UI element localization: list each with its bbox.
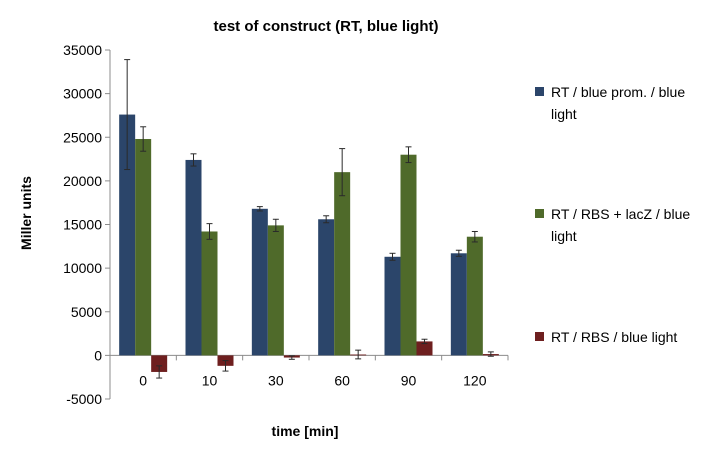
x-axis-title: time [min] [272, 423, 339, 439]
bar [251, 208, 268, 356]
y-tick-label: 25000 [63, 129, 102, 145]
bar [334, 172, 351, 356]
y-tick-label: 20000 [63, 173, 102, 189]
bar [466, 236, 483, 356]
legend-label: light [551, 228, 577, 244]
legend-label: light [551, 106, 577, 122]
x-tick-label: 10 [202, 372, 218, 388]
x-tick-label: 90 [401, 372, 417, 388]
bar [384, 256, 401, 356]
y-tick-label: 15000 [63, 217, 102, 233]
x-axis-ticks: 0 10 30 60 90 120 [109, 355, 509, 388]
legend-swatch [535, 209, 544, 218]
legend-label: RT / RBS / blue light [551, 329, 677, 345]
y-axis-title: Miller units [18, 176, 34, 250]
bar [185, 159, 202, 356]
bar [450, 253, 467, 356]
x-tick-label: 30 [268, 372, 284, 388]
x-tick-label: 60 [334, 372, 350, 388]
y-tick-label: 5000 [71, 304, 102, 320]
bars [119, 114, 499, 372]
y-tick-label: 0 [94, 347, 102, 363]
axes [109, 50, 508, 399]
y-tick-label: -5000 [66, 391, 102, 407]
error-bars [124, 59, 494, 379]
legend-swatch [535, 332, 544, 341]
bar [318, 219, 335, 356]
bar [119, 114, 136, 356]
bar [201, 231, 218, 356]
y-tick-label: 35000 [63, 42, 102, 58]
bar [416, 341, 433, 356]
x-tick-label: 120 [463, 372, 487, 388]
y-tick-label: 10000 [63, 260, 102, 276]
y-axis-ticks: 35000 30000 25000 20000 15000 10000 5000 0 -5000 [63, 42, 110, 407]
legend-label: RT / RBS + lacZ / blue [551, 206, 690, 222]
legend-label: RT / blue prom. / blue [551, 84, 685, 100]
bar [151, 355, 168, 372]
chart-title: test of construct (RT, blue light) [214, 18, 439, 35]
bar [267, 225, 284, 356]
y-tick-label: 30000 [63, 86, 102, 102]
bar [400, 154, 417, 356]
legend-swatch [535, 87, 544, 96]
legend: RT / blue prom. / blue light RT / RBS + la… [535, 84, 690, 345]
x-tick-label: 0 [139, 372, 147, 388]
bar [135, 138, 152, 356]
